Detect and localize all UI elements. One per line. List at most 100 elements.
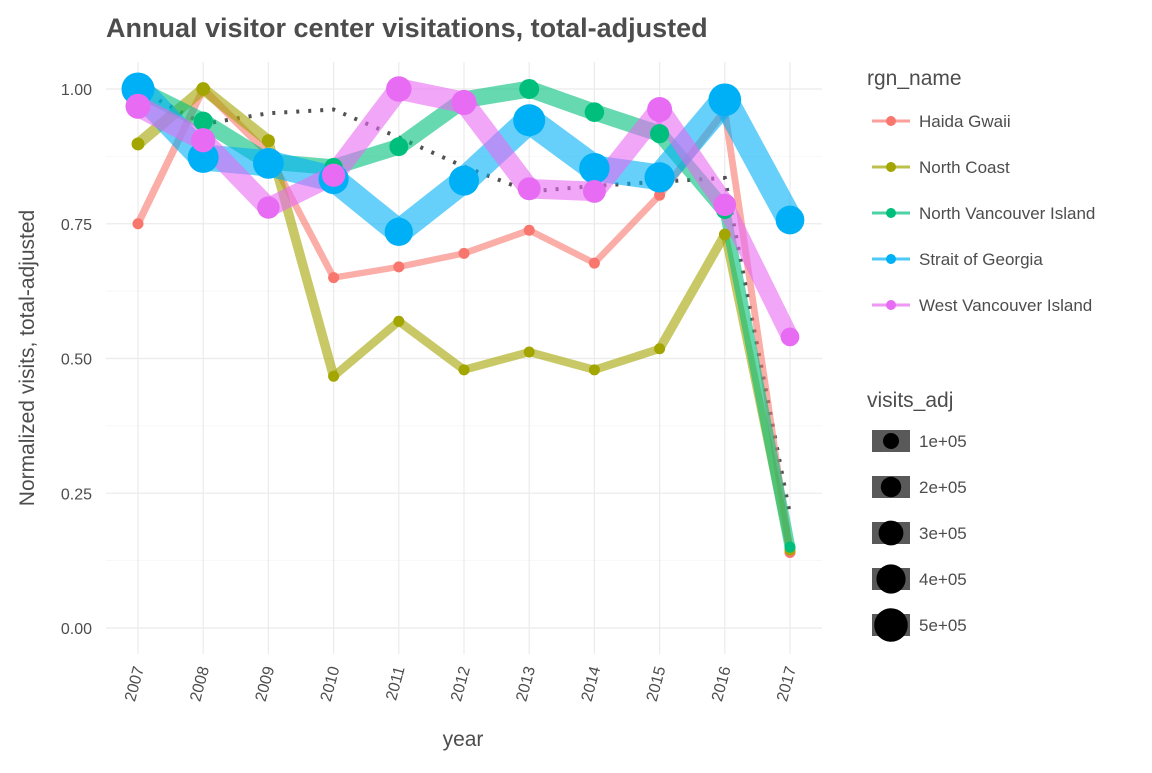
series-segment-north-coast [590, 344, 664, 374]
size-legend-dot [874, 608, 908, 642]
data-point-west-vancouver-island [321, 163, 346, 187]
series-segment-west-vancouver-island [453, 92, 540, 199]
data-point-north-coast [261, 134, 275, 148]
data-point-strait-of-georgia [384, 217, 413, 246]
data-point-north-coast [458, 364, 470, 376]
x-tick-label: 2010 [318, 665, 344, 704]
legend-dot-west-vancouver-island [886, 300, 896, 310]
series-segment-haida-gwaii [525, 226, 598, 267]
size-legend-dot [883, 433, 899, 449]
data-point-north-coast [718, 228, 731, 241]
legend-label-west-vancouver-island: West Vancouver Island [919, 296, 1092, 315]
data-point-north-coast [393, 315, 405, 327]
size-legend-title: visits_adj [867, 389, 953, 412]
y-tick-label: 0.25 [61, 486, 92, 503]
data-point-strait-of-georgia [187, 142, 219, 173]
data-point-strait-of-georgia [775, 205, 805, 235]
y-tick-label: 0.00 [61, 621, 92, 638]
x-tick-label: 2011 [383, 665, 408, 703]
series-segment-north-vancouver-island [719, 204, 796, 553]
x-tick-label: 2012 [448, 665, 474, 704]
x-axis-title: year [443, 728, 484, 751]
legend-label-strait-of-georgia: Strait of Georgia [919, 250, 1043, 269]
data-point-strait-of-georgia [579, 152, 610, 184]
data-point-west-vancouver-island [257, 196, 280, 219]
size-legend-label: 2e+05 [919, 478, 967, 497]
x-tick-label: 2017 [774, 665, 800, 704]
series-segment-north-coast [459, 347, 534, 374]
chart-title: Annual visitor center visitations, total… [106, 13, 708, 43]
size-legend-label: 4e+05 [919, 570, 967, 589]
series-segment-north-coast [525, 347, 599, 374]
data-point-north-vancouver-island [519, 79, 540, 99]
data-point-strait-of-georgia [253, 148, 284, 179]
x-tick-label: 2007 [122, 665, 148, 704]
data-point-haida-gwaii [393, 261, 405, 273]
data-point-west-vancouver-island [451, 89, 477, 116]
series-segment-haida-gwaii [330, 263, 402, 281]
y-tick-label: 1.00 [61, 82, 92, 99]
data-point-north-coast [196, 82, 211, 96]
series-segment-haida-gwaii [460, 226, 533, 257]
x-tick-label: 2014 [579, 665, 605, 704]
data-point-strait-of-georgia [448, 165, 480, 196]
data-point-north-vancouver-island [784, 541, 796, 553]
data-point-north-coast [588, 364, 600, 376]
series-segment-haida-gwaii [395, 250, 468, 271]
legend-dot-north-coast [886, 162, 896, 172]
data-point-west-vancouver-island [780, 327, 800, 347]
size-legend-label: 3e+05 [919, 524, 967, 543]
legend-label-north-coast: North Coast [919, 158, 1010, 177]
data-point-haida-gwaii [523, 224, 535, 236]
series-segment-north-coast [263, 135, 339, 382]
legend-dot-haida-gwaii [886, 116, 896, 126]
series-segment-north-vancouver-island [520, 80, 603, 121]
color-legend-title: rgn_name [867, 67, 962, 90]
size-legend-dot [876, 564, 906, 594]
data-point-north-vancouver-island [193, 111, 213, 132]
series-segment-north-coast [197, 83, 275, 147]
data-point-north-vancouver-island [650, 124, 670, 144]
data-point-north-coast [523, 346, 535, 358]
data-point-west-vancouver-island [582, 179, 606, 203]
data-point-north-coast [654, 343, 666, 355]
x-tick-label: 2008 [187, 665, 213, 704]
size-legend-dot [878, 520, 904, 546]
series-segment-haida-gwaii [591, 191, 663, 267]
legend-label-north-vancouver-island: North Vancouver Island [919, 204, 1095, 223]
data-point-haida-gwaii [328, 272, 340, 284]
data-point-west-vancouver-island [713, 193, 737, 217]
axis-labels: 0.00 0.25 0.50 0.75 1.00 2007 2008 2009 2010 2011… [61, 82, 800, 703]
series-segment-west-vancouver-island [716, 196, 799, 346]
data-point-haida-gwaii [654, 189, 666, 201]
data-point-west-vancouver-island [517, 177, 541, 201]
series-segment-west-vancouver-island [323, 78, 410, 186]
data-point-north-coast [131, 137, 145, 151]
series-segment-strait-of-georgia [646, 86, 739, 191]
data-point-haida-gwaii [458, 247, 470, 259]
x-tick-label: 2015 [644, 665, 670, 704]
data-point-haida-gwaii [588, 257, 600, 269]
legend-dot-north-vancouver-island [886, 208, 896, 218]
x-tick-label: 2016 [709, 665, 735, 704]
data-point-strait-of-georgia [708, 83, 742, 117]
size-legend-label: 5e+05 [919, 616, 967, 635]
data-point-strait-of-georgia [644, 162, 675, 193]
series-segment-west-vancouver-island [649, 99, 735, 215]
data-point-west-vancouver-island [191, 128, 216, 153]
x-tick-label: 2009 [253, 665, 279, 704]
series-segment-north-coast [654, 229, 730, 354]
data-point-north-vancouver-island [584, 102, 605, 122]
data-point-west-vancouver-island [125, 93, 151, 119]
y-tick-label: 0.75 [61, 217, 92, 234]
y-axis-title: Normalized visits, total-adjusted [16, 210, 39, 506]
series-points [121, 72, 805, 559]
legend: rgn_name visits_adj Haida Gwaii North Coa… [867, 67, 1095, 642]
data-point-west-vancouver-island [647, 96, 673, 122]
series-segment-north-coast [394, 317, 469, 375]
data-point-west-vancouver-island [386, 76, 412, 102]
x-tick-label: 2013 [513, 665, 539, 704]
data-point-haida-gwaii [132, 218, 144, 230]
